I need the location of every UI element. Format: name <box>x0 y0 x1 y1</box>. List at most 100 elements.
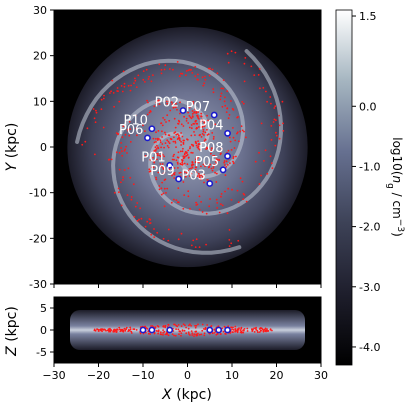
star-particle-edge <box>157 332 160 335</box>
star-particle <box>181 150 184 153</box>
star-particle <box>154 146 157 149</box>
star-particle-edge <box>115 331 118 333</box>
star-particle <box>201 76 204 79</box>
star-particle-edge <box>258 328 261 330</box>
star-particle <box>95 111 98 114</box>
star-particle <box>149 218 152 221</box>
star-particle-edge <box>177 328 180 331</box>
star-particle <box>225 111 228 113</box>
star-particle <box>192 239 195 242</box>
star-particle-edge <box>201 329 204 332</box>
star-particle <box>116 87 119 89</box>
star-particle-edge <box>162 332 165 334</box>
star-particle <box>146 220 149 223</box>
star-particle-edge <box>243 329 245 332</box>
star-particle <box>165 121 167 123</box>
star-particle <box>212 136 215 138</box>
star-particle-edge <box>174 334 177 337</box>
star-particle <box>236 132 238 135</box>
star-particle <box>175 146 177 149</box>
star-particle <box>228 114 231 116</box>
star-particle <box>160 187 163 190</box>
star-particle-edge <box>232 329 235 331</box>
star-particle <box>163 118 166 121</box>
star-particle-edge <box>213 328 216 331</box>
star-particle <box>199 120 202 123</box>
star-particle <box>197 126 200 128</box>
star-particle <box>127 84 130 87</box>
star-particle <box>174 140 177 143</box>
star-particle <box>174 131 177 134</box>
star-particle <box>273 118 276 121</box>
star-particle-edge <box>225 333 227 335</box>
star-particle <box>212 167 215 169</box>
star-particle <box>130 198 133 201</box>
probe-marker-edge-2 <box>166 326 174 334</box>
star-particle <box>187 122 190 124</box>
star-particle <box>194 166 197 169</box>
star-particle <box>282 130 285 132</box>
star-particle <box>93 117 96 120</box>
star-particle <box>133 82 135 84</box>
star-particle-edge <box>93 328 96 331</box>
star-particle <box>273 107 276 109</box>
star-particle <box>274 144 277 147</box>
star-particle-edge <box>101 330 103 333</box>
star-particle-edge <box>203 334 206 337</box>
star-particle <box>132 183 135 186</box>
star-particle <box>218 211 221 214</box>
star-particle <box>203 82 206 85</box>
star-particle <box>155 104 158 106</box>
star-particle-edge <box>132 328 135 330</box>
star-particle-edge <box>109 330 112 333</box>
star-particle <box>196 175 199 178</box>
star-particle-edge <box>162 329 165 331</box>
star-particle <box>223 100 226 103</box>
star-particle <box>173 177 176 179</box>
star-particle <box>173 198 175 201</box>
y-axis-label: Y (kpc) <box>4 123 20 172</box>
colorbar-tick-label: 1.5 <box>359 10 377 23</box>
star-particle-edge <box>256 329 259 332</box>
star-particle <box>147 101 149 104</box>
star-particle <box>204 75 206 78</box>
star-particle-edge <box>162 325 165 328</box>
star-particle <box>130 196 133 198</box>
star-particle-edge <box>191 334 194 336</box>
star-particle <box>182 155 185 158</box>
star-particle <box>281 100 284 103</box>
star-particle <box>142 124 144 127</box>
star-particle-edge <box>215 333 218 336</box>
star-particle <box>264 149 267 152</box>
star-particle <box>227 117 230 120</box>
star-particle <box>269 155 272 158</box>
star-particle <box>189 147 191 150</box>
probe-label-p02: P02 <box>155 95 179 110</box>
star-particle <box>270 162 273 165</box>
star-particle <box>161 181 164 184</box>
star-particle <box>185 74 187 77</box>
star-particle-edge <box>115 329 117 331</box>
star-particle-edge <box>254 327 257 330</box>
star-particle-edge <box>149 333 152 335</box>
star-particle <box>152 137 155 140</box>
star-particle <box>163 187 166 190</box>
star-particle <box>172 140 175 143</box>
star-particle <box>177 137 179 140</box>
star-particle <box>164 64 167 67</box>
star-particle <box>183 115 186 118</box>
star-particle <box>180 140 183 143</box>
star-particle <box>162 192 165 195</box>
star-particle <box>212 88 215 90</box>
star-particle <box>102 126 105 129</box>
star-particle <box>166 114 169 117</box>
star-particle-edge <box>203 328 205 330</box>
star-particle <box>129 89 132 92</box>
star-particle <box>122 178 124 181</box>
star-particle <box>237 239 240 242</box>
star-particle <box>129 141 132 143</box>
star-particle-edge <box>217 325 220 327</box>
star-particle <box>202 84 205 87</box>
star-particle <box>195 126 198 129</box>
star-particle <box>224 96 226 99</box>
